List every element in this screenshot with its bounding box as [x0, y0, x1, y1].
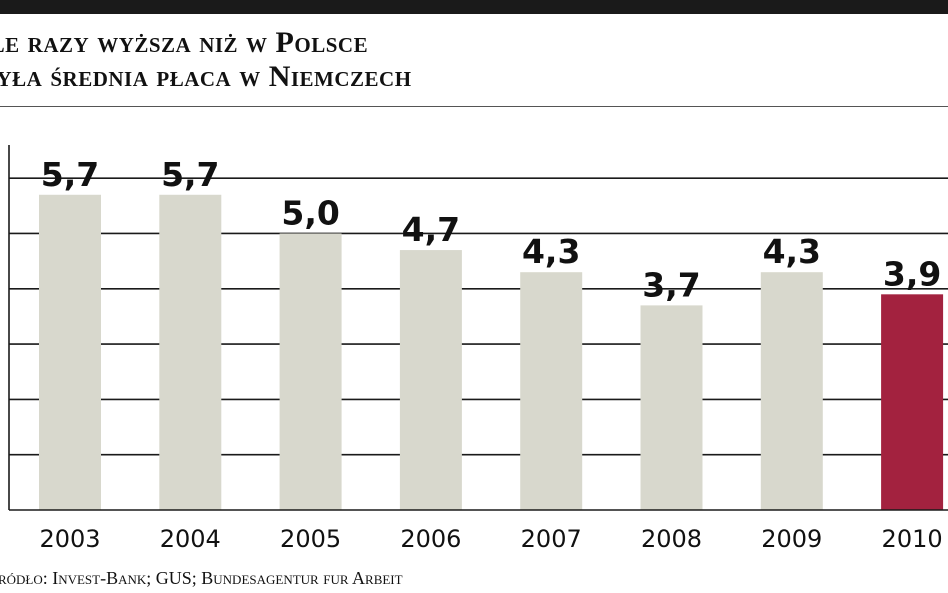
- category-label-2010: 2010: [882, 525, 943, 553]
- value-label-2008: 3,7: [642, 265, 700, 304]
- bar-2003: [39, 194, 101, 511]
- bar-2004: [159, 194, 222, 511]
- category-label-2005: 2005: [280, 525, 341, 553]
- value-label-2010: 3,9: [883, 254, 941, 293]
- category-label-2003: 2003: [39, 525, 100, 553]
- category-label-2004: 2004: [160, 525, 221, 553]
- category-label-2008: 2008: [641, 525, 702, 553]
- bar-2005: [279, 233, 342, 510]
- value-label-2007: 4,3: [522, 232, 580, 271]
- value-label-2005: 5,0: [281, 193, 339, 232]
- top-bar: [0, 0, 948, 14]
- chart-title-line-1: ile razy wyższa niż w Polsce: [0, 26, 369, 59]
- value-label-2009: 4,3: [763, 232, 821, 271]
- chart-title-line-2: była średnia płaca w Niemczech: [0, 60, 412, 93]
- category-label-2007: 2007: [521, 525, 582, 553]
- bar-2007: [520, 272, 583, 510]
- source-note: źródło: Invest-Bank; GUS; Bundesagentur …: [0, 568, 403, 588]
- chart-title: ile razy wyższa niż w Polsce była średni…: [0, 26, 948, 94]
- title-divider: [0, 106, 948, 107]
- category-label-2009: 2009: [761, 525, 822, 553]
- bar-2010: [881, 294, 944, 510]
- bar-2006: [399, 250, 462, 511]
- category-label-2006: 2006: [400, 525, 461, 553]
- value-label-2004: 5,7: [161, 155, 219, 194]
- bar-2009: [760, 272, 823, 510]
- value-label-2003: 5,7: [41, 155, 99, 194]
- bar-2008: [640, 305, 703, 510]
- value-label-2006: 4,7: [402, 210, 460, 249]
